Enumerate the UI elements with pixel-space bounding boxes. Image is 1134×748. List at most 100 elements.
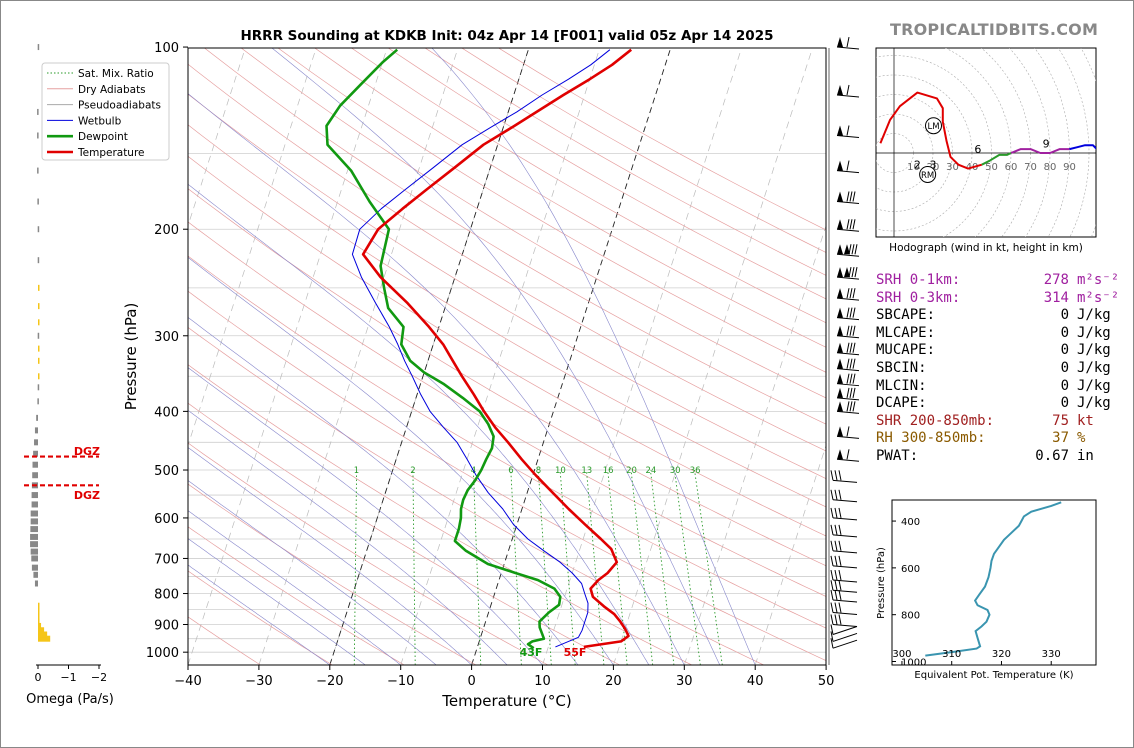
theta-x-tick-label: 320 xyxy=(992,649,1011,660)
stat-value: 0 xyxy=(1060,342,1069,359)
omega-bar xyxy=(38,618,40,625)
stat-unit: J/kg xyxy=(1077,359,1111,376)
wind-barb xyxy=(836,449,860,462)
omega-bar xyxy=(38,284,40,291)
omega-bar xyxy=(34,580,38,587)
omega-bar xyxy=(38,357,40,364)
hodograph-height-label: 9 xyxy=(1043,137,1050,150)
omega-tick-label: −2 xyxy=(91,671,107,684)
omega-tick-label: 0 xyxy=(35,671,42,684)
stat-label: SBCIN: xyxy=(876,359,927,376)
stat-label: MUCAPE: xyxy=(876,342,936,359)
stat-value: 0 xyxy=(1060,307,1069,324)
storm-motion-marker xyxy=(919,165,937,183)
hodograph-segment xyxy=(981,152,1012,166)
dry-adiabat xyxy=(188,221,826,597)
omega-bar xyxy=(30,533,38,540)
pseudoadiabat xyxy=(188,564,330,665)
x-tick-label: −40 xyxy=(174,674,201,689)
isotherm xyxy=(400,48,601,665)
wind-barb xyxy=(836,219,860,232)
storm-motion-label: LM xyxy=(927,122,939,132)
wind-barb xyxy=(830,638,858,649)
hodograph-frame xyxy=(875,47,1097,238)
dry-adiabat xyxy=(188,93,826,479)
omega-bar xyxy=(37,257,40,264)
pseudoadiabat xyxy=(188,256,614,665)
omega-bar xyxy=(32,472,38,479)
stat-row: RH 300-850mb: 37% xyxy=(876,430,1119,448)
stat-unit: m²s⁻² xyxy=(1077,272,1120,288)
hodograph-caption: Hodograph (wind in kt, height in km) xyxy=(889,242,1083,254)
omega-bar xyxy=(38,627,45,634)
x-tick-label: 20 xyxy=(605,674,622,689)
theta-y-tick-label: 800 xyxy=(901,611,920,622)
isotherm xyxy=(754,444,826,665)
pseudoadiabat xyxy=(188,316,579,665)
omega-bar xyxy=(34,439,38,446)
wind-barb xyxy=(836,84,860,98)
stat-row: DCAPE: 0 J/kg xyxy=(876,395,1119,413)
omega-bar xyxy=(30,541,38,548)
omega-bar xyxy=(30,548,38,555)
y-tick-label: 200 xyxy=(154,223,179,238)
omega-bar xyxy=(38,373,40,380)
omega-panel: 0 −1 −2 Omega (Pa/s) DGZ DGZ xyxy=(24,44,114,707)
omega-bar xyxy=(38,631,48,638)
hodograph-ring-label: 90 xyxy=(1063,162,1076,173)
omega-bar xyxy=(37,198,39,205)
omega-bar xyxy=(31,564,38,571)
mixing-ratio-label: 13 xyxy=(581,466,592,476)
y-tick-label: 500 xyxy=(154,464,179,479)
y-tick-label: 100 xyxy=(154,41,179,56)
omega-bar xyxy=(37,226,40,233)
hodograph-segment xyxy=(1010,148,1070,154)
wind-barb xyxy=(830,555,858,569)
x-tick-label: 30 xyxy=(676,674,693,689)
stat-row: SRH 0-3km: 314 m²s⁻² xyxy=(876,290,1119,308)
omega-bar xyxy=(30,510,38,517)
mixing-ratio-line xyxy=(412,470,416,665)
pseudoadiabat xyxy=(431,48,756,665)
omega-bar xyxy=(33,571,38,578)
theta-x-tick-label: 330 xyxy=(1042,649,1061,660)
theta-y-axis-label: Pressure (hPa) xyxy=(876,547,887,619)
omega-bar xyxy=(30,518,38,525)
omega-bar xyxy=(33,450,38,457)
omega-bar xyxy=(38,602,40,609)
isotherm xyxy=(0,47,33,665)
dry-adiabat xyxy=(188,155,826,537)
stat-unit: in xyxy=(1077,447,1094,464)
y-tick-label: 700 xyxy=(154,552,179,567)
stat-unit: m²s⁻² xyxy=(1077,289,1120,306)
stat-label: MLCIN: xyxy=(876,377,927,394)
mixing-ratio-label: 1 xyxy=(354,466,359,476)
stat-label: SRH 0-1km: xyxy=(876,272,961,288)
wind-barb xyxy=(830,580,858,593)
theta-y-tick-label: 1000 xyxy=(901,657,926,668)
y-axis-label: Pressure (hPa) xyxy=(122,303,140,411)
omega-bar xyxy=(37,398,39,405)
wind-barb xyxy=(830,507,858,521)
y-tick-label: 900 xyxy=(154,618,179,633)
omega-bar xyxy=(37,108,39,115)
stat-row: SBCAPE: 0 J/kg xyxy=(876,307,1119,325)
surface-temp-label: 55F xyxy=(564,646,587,659)
mixing-ratio-label: 24 xyxy=(646,466,657,476)
wind-barb xyxy=(830,540,858,554)
stat-unit: % xyxy=(1077,430,1086,447)
legend-label: Sat. Mix. Ratio xyxy=(78,68,154,80)
wind-barb xyxy=(830,602,858,616)
dgz-label-bottom: DGZ xyxy=(74,489,100,502)
stat-unit: J/kg xyxy=(1077,342,1111,359)
y-tick-label: 600 xyxy=(154,512,179,527)
storm-motion-label: RM xyxy=(921,171,934,181)
omega-bar xyxy=(38,613,40,620)
legend-label: Dewpoint xyxy=(78,131,128,143)
pseudoadiabat xyxy=(188,538,366,665)
isotherm xyxy=(188,48,388,665)
wind-barb xyxy=(830,624,858,635)
pseudoadiabat xyxy=(188,409,508,665)
